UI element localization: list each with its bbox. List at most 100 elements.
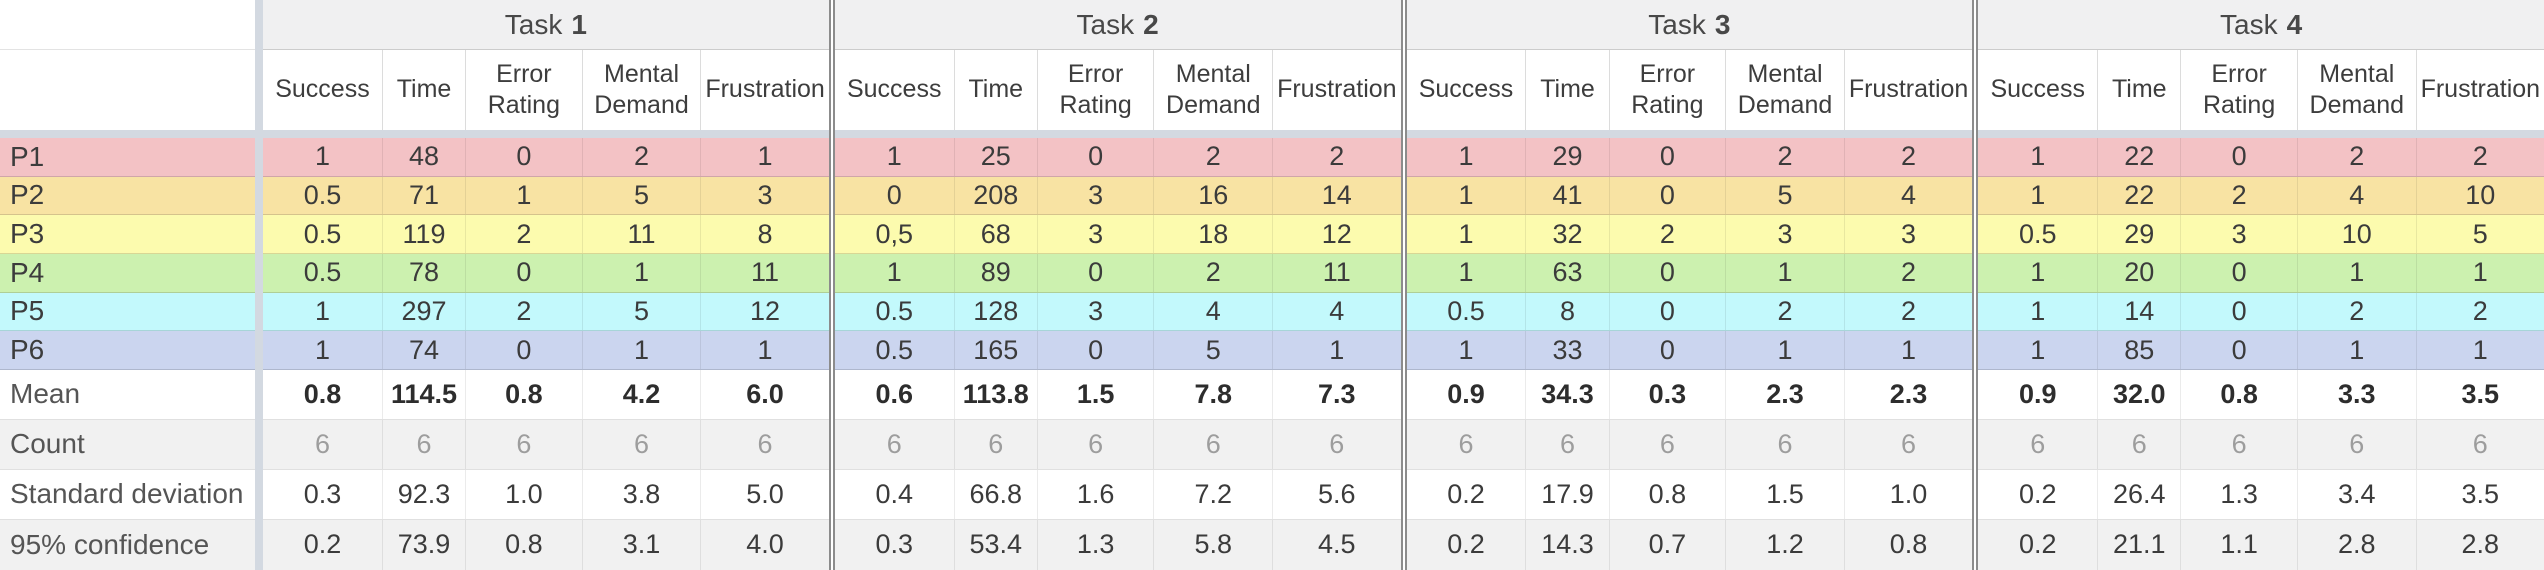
row-label-p5[interactable]: P5: [0, 292, 255, 332]
data-cell[interactable]: 0: [466, 253, 583, 292]
data-cell[interactable]: 6: [1407, 419, 1527, 469]
data-cell[interactable]: 1: [757, 334, 773, 365]
data-cell[interactable]: 0.2: [1407, 469, 1527, 519]
data-cell[interactable]: 16: [1154, 176, 1274, 215]
data-cell[interactable]: 4.0: [746, 529, 784, 560]
data-cell[interactable]: 1.6: [1038, 469, 1155, 519]
column-header-error-rating[interactable]: Error Rating: [466, 50, 583, 130]
data-cell[interactable]: 2: [1154, 138, 1274, 176]
column-header-success[interactable]: Success: [1978, 50, 2099, 130]
column-header-frustration[interactable]: Frustration: [705, 75, 825, 104]
data-cell[interactable]: 3.3: [2298, 369, 2417, 419]
data-cell[interactable]: 5: [583, 292, 702, 331]
data-cell[interactable]: 85: [2098, 331, 2182, 369]
data-cell[interactable]: 0.5: [835, 331, 955, 369]
data-cell[interactable]: 2: [2298, 138, 2417, 176]
data-cell[interactable]: 78: [383, 253, 467, 292]
data-cell[interactable]: 6: [1038, 419, 1155, 469]
data-cell[interactable]: 26.4: [2098, 469, 2182, 519]
data-cell[interactable]: 3: [1038, 176, 1155, 215]
row-label-standard-deviation[interactable]: Standard deviation: [0, 470, 255, 520]
data-cell[interactable]: 3: [1726, 215, 1845, 253]
row-label-p4[interactable]: P4: [0, 253, 255, 293]
data-cell[interactable]: 1.5: [1726, 469, 1845, 519]
data-cell[interactable]: 0.2: [1407, 519, 1527, 570]
data-cell[interactable]: 1.1: [2181, 519, 2298, 570]
data-cell[interactable]: 128: [955, 292, 1038, 331]
data-cell[interactable]: 1.0: [1889, 478, 1928, 509]
data-cell[interactable]: 14: [1321, 179, 1352, 210]
data-cell[interactable]: 0.8: [263, 369, 383, 419]
data-cell[interactable]: 119: [383, 215, 467, 253]
data-cell[interactable]: 92.3: [383, 469, 467, 519]
data-cell[interactable]: 1: [1407, 138, 1527, 176]
data-cell[interactable]: 2: [2472, 295, 2488, 326]
data-cell[interactable]: 89: [955, 253, 1038, 292]
data-cell[interactable]: 1: [835, 138, 955, 176]
data-cell[interactable]: 5: [1726, 176, 1845, 215]
data-cell[interactable]: 1: [1726, 253, 1845, 292]
data-cell[interactable]: 1: [583, 253, 702, 292]
data-cell[interactable]: 18: [1154, 215, 1274, 253]
data-cell[interactable]: 2: [466, 215, 583, 253]
data-cell[interactable]: 1: [2472, 257, 2488, 288]
data-cell[interactable]: 1: [1978, 176, 2099, 215]
data-cell[interactable]: 0: [1610, 253, 1727, 292]
data-cell[interactable]: 0.8: [1610, 469, 1727, 519]
data-cell[interactable]: 6: [1726, 419, 1845, 469]
column-header-success[interactable]: Success: [835, 50, 955, 130]
data-cell[interactable]: 32: [1526, 215, 1610, 253]
column-header-frustration[interactable]: Frustration: [2420, 75, 2541, 104]
data-cell[interactable]: 11: [1322, 257, 1351, 288]
data-cell[interactable]: 2: [1726, 138, 1845, 176]
data-cell[interactable]: 6: [2298, 419, 2417, 469]
column-header-success[interactable]: Success: [263, 50, 383, 130]
column-header-error-rating[interactable]: Error Rating: [1610, 50, 1727, 130]
data-cell[interactable]: 29: [2098, 215, 2182, 253]
data-cell[interactable]: 0.2: [1978, 469, 2099, 519]
data-cell[interactable]: 3: [2181, 215, 2298, 253]
column-header-time[interactable]: Time: [955, 50, 1038, 130]
data-cell[interactable]: 0: [1038, 138, 1155, 176]
data-cell[interactable]: 0.3: [835, 519, 955, 570]
data-cell[interactable]: 0,5: [835, 215, 955, 253]
data-cell[interactable]: 1: [1978, 331, 2099, 369]
data-cell[interactable]: 7.2: [1154, 469, 1274, 519]
data-cell[interactable]: 0.9: [1407, 369, 1527, 419]
data-cell[interactable]: 7.8: [1154, 369, 1274, 419]
data-cell[interactable]: 11: [583, 215, 702, 253]
data-cell[interactable]: 1: [1726, 331, 1845, 369]
data-cell[interactable]: 0: [1038, 331, 1155, 369]
data-cell[interactable]: 0.8: [1889, 529, 1928, 560]
data-cell[interactable]: 1.2: [1726, 519, 1845, 570]
column-header-success[interactable]: Success: [1407, 50, 1527, 130]
data-cell[interactable]: 4.5: [1318, 529, 1356, 560]
data-cell[interactable]: 6: [2098, 419, 2182, 469]
data-cell[interactable]: 4: [1901, 179, 1917, 210]
data-cell[interactable]: 1: [2298, 253, 2417, 292]
data-cell[interactable]: 1.5: [1038, 369, 1155, 419]
data-cell[interactable]: 0.9: [1978, 369, 2099, 419]
data-cell[interactable]: 2.3: [1726, 369, 1845, 419]
data-cell[interactable]: 41: [1526, 176, 1610, 215]
data-cell[interactable]: 5.6: [1318, 478, 1356, 509]
data-cell[interactable]: 6: [2181, 419, 2298, 469]
data-cell[interactable]: 3.8: [583, 469, 702, 519]
data-cell[interactable]: 1: [263, 331, 383, 369]
data-cell[interactable]: 6: [1610, 419, 1727, 469]
data-cell[interactable]: 2: [2181, 176, 2298, 215]
data-cell[interactable]: 0: [1610, 138, 1727, 176]
data-cell[interactable]: 6: [1978, 419, 2099, 469]
data-cell[interactable]: 2: [2298, 292, 2417, 331]
column-header-mental-demand[interactable]: Mental Demand: [2298, 50, 2417, 130]
data-cell[interactable]: 3.5: [2461, 478, 2500, 509]
data-cell[interactable]: 63: [1526, 253, 1610, 292]
data-cell[interactable]: 6: [263, 419, 383, 469]
data-cell[interactable]: 3: [1901, 218, 1917, 249]
data-cell[interactable]: 1: [1978, 253, 2099, 292]
data-cell[interactable]: 71: [383, 176, 467, 215]
data-cell[interactable]: 1: [835, 253, 955, 292]
data-cell[interactable]: 1: [1329, 334, 1345, 365]
data-cell[interactable]: 4: [2298, 176, 2417, 215]
data-cell[interactable]: 6: [1526, 419, 1610, 469]
